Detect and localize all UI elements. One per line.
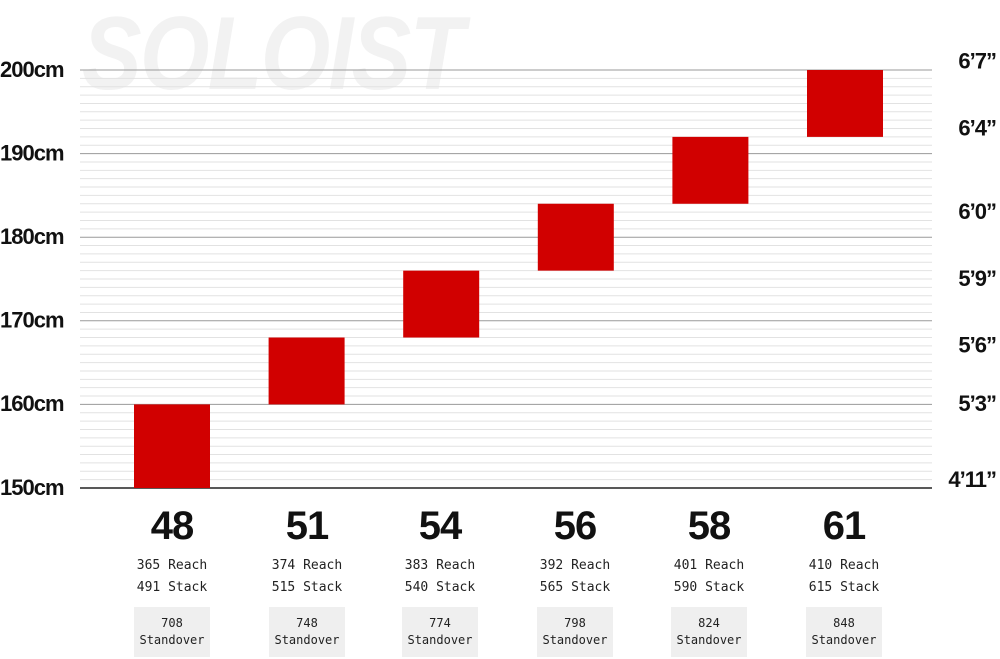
frame-size-label: 54	[418, 504, 463, 548]
frame-size-label: 58	[687, 504, 732, 548]
right-axis-tick-label: 5’6”	[958, 333, 996, 358]
right-axis-tick-label: 6’7”	[958, 48, 996, 73]
right-axis-tick-label: 6’4”	[958, 115, 996, 140]
reach-value: 365 Reach	[136, 558, 208, 573]
stack-value: 565 Stack	[539, 580, 611, 595]
size-column-54: 54 383 Reach 540 Stack 774 Standover	[370, 500, 510, 657]
rider-height-range-bar	[537, 203, 614, 271]
size-column-56: 56 392 Reach 565 Stack 798 Standover	[505, 500, 645, 657]
standover-value: 748	[296, 616, 318, 630]
rider-height-range-bar	[268, 337, 345, 405]
rider-height-range-bar	[672, 136, 749, 204]
frame-size-label: 48	[150, 504, 195, 548]
soloist-watermark: SOLOIST	[82, 0, 464, 112]
standover-badge: 848 Standover	[806, 607, 882, 657]
size-chart: 150cm 160cm 170cm 180cm 190cm 200cm 4’11” 5’3” 5…	[0, 48, 997, 500]
standover-badge: 748 Standover	[269, 607, 345, 657]
standover-value: 824	[698, 616, 720, 630]
right-axis-tick-label: 4’11”	[948, 467, 996, 492]
size-column-51: 51 374 Reach 515 Stack 748 Standover	[237, 500, 377, 657]
left-axis-tick-label: 200cm	[0, 57, 64, 82]
standover-label: Standover	[676, 633, 742, 647]
right-axis-tick-label: 5’3”	[958, 391, 996, 416]
standover-value: 798	[564, 616, 586, 630]
rider-height-range-bar	[807, 70, 883, 137]
standover-value: 708	[161, 616, 183, 630]
rider-height-range-bar	[134, 404, 210, 488]
standover-label: Standover	[274, 633, 340, 647]
reach-value: 401 Reach	[673, 558, 745, 573]
left-axis-tick-label: 180cm	[0, 224, 64, 249]
standover-value: 848	[833, 616, 855, 630]
standover-label: Standover	[542, 633, 608, 647]
left-axis-tick-label: 170cm	[0, 308, 64, 333]
frame-size-label: 56	[553, 504, 598, 548]
left-axis-tick-label: 160cm	[0, 391, 64, 416]
reach-value: 383 Reach	[404, 558, 476, 573]
standover-badge: 824 Standover	[671, 607, 747, 657]
left-axis-tick-label: 150cm	[0, 475, 64, 500]
standover-badge: 708 Standover	[134, 607, 210, 657]
size-column-48: 48 365 Reach 491 Stack 708 Standover	[102, 500, 242, 657]
frame-size-label: 61	[822, 504, 867, 548]
stack-value: 590 Stack	[673, 580, 745, 595]
stack-value: 515 Stack	[271, 580, 343, 595]
stack-value: 540 Stack	[404, 580, 476, 595]
size-column-58: 58 401 Reach 590 Stack 824 Standover	[639, 500, 779, 657]
left-axis-tick-label: 190cm	[0, 140, 64, 165]
rider-height-range-bar	[403, 270, 480, 338]
stack-value: 615 Stack	[808, 580, 880, 595]
standover-value: 774	[429, 616, 451, 630]
standover-label: Standover	[811, 633, 877, 647]
reach-value: 374 Reach	[271, 558, 343, 573]
standover-badge: 774 Standover	[402, 607, 478, 657]
size-column-61: 61 410 Reach 615 Stack 848 Standover	[774, 500, 914, 657]
reach-value: 410 Reach	[808, 558, 880, 573]
reach-value: 392 Reach	[539, 558, 611, 573]
frame-size-label: 51	[285, 504, 330, 548]
stack-value: 491 Stack	[136, 580, 208, 595]
standover-label: Standover	[139, 633, 205, 647]
right-axis-tick-label: 6’0”	[958, 199, 996, 224]
standover-badge: 798 Standover	[537, 607, 613, 657]
standover-label: Standover	[407, 633, 473, 647]
right-axis-tick-label: 5’9”	[958, 266, 996, 291]
